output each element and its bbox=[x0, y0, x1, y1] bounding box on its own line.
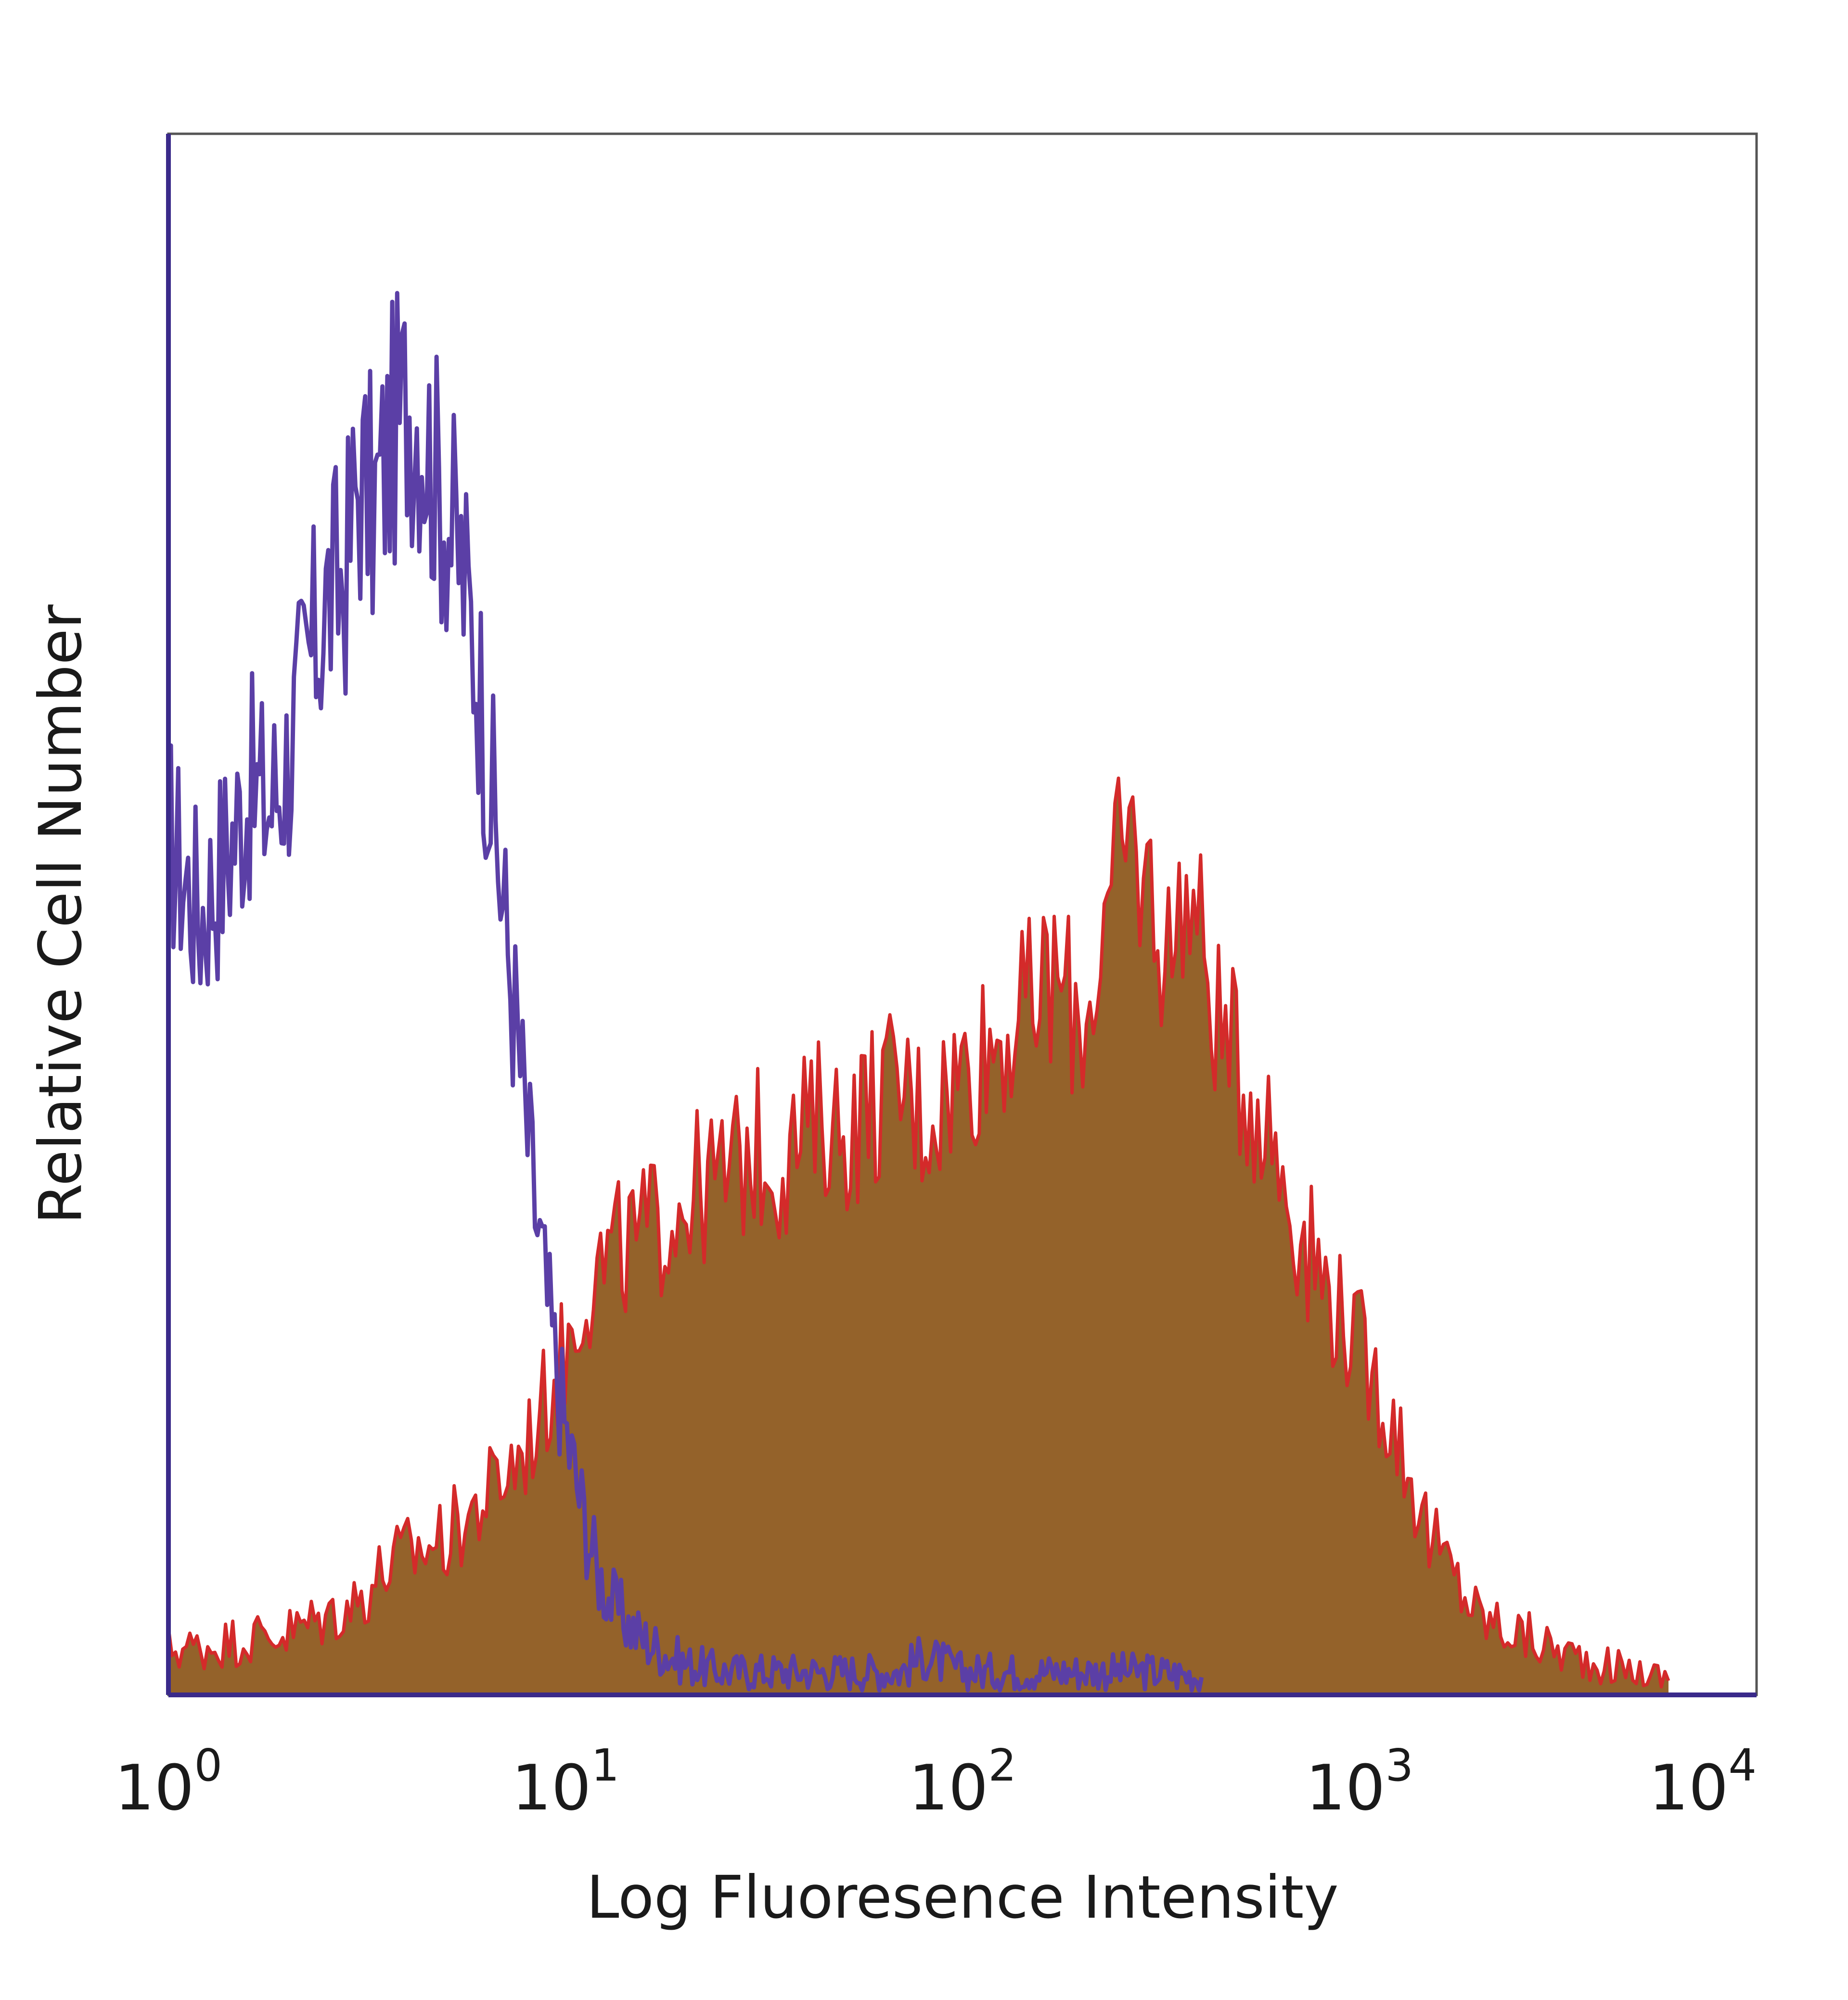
x-tick-label: 100 bbox=[115, 1740, 222, 1824]
plot-area bbox=[166, 132, 1758, 1697]
y-axis-title: Relative Cell Number bbox=[26, 604, 95, 1224]
series-layer bbox=[167, 291, 1670, 1695]
x-tick-label: 103 bbox=[1306, 1740, 1413, 1824]
histogram-series-0 bbox=[167, 291, 1204, 1692]
x-axis-title: Log Fluoresence Intensity bbox=[586, 1863, 1338, 1932]
histogram-fill-1 bbox=[168, 778, 1668, 1695]
x-tick-labels: 100 101 102 103 104 bbox=[115, 1740, 1757, 1824]
histogram-series-1 bbox=[167, 776, 1670, 1689]
x-tick-label: 104 bbox=[1649, 1740, 1757, 1824]
x-tick-label: 101 bbox=[512, 1740, 619, 1824]
x-tick-label: 102 bbox=[909, 1740, 1016, 1824]
